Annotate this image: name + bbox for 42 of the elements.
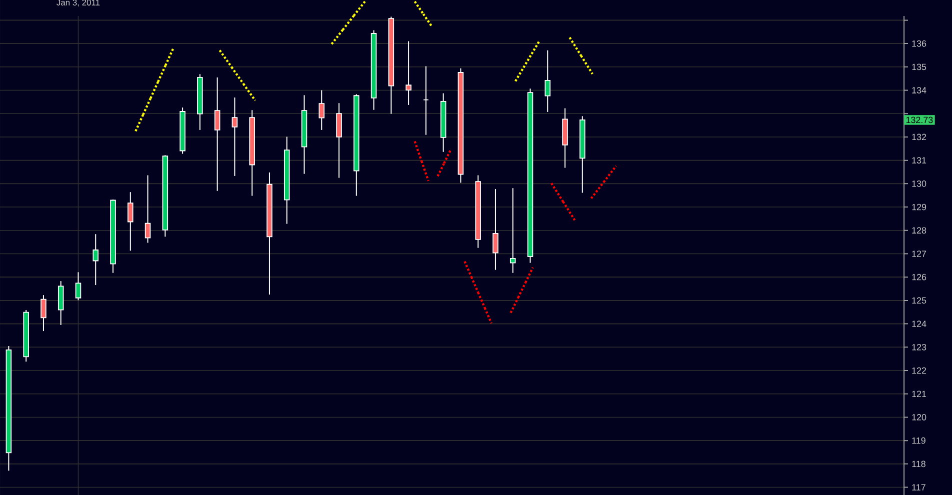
y-tick-label: 131 xyxy=(912,157,926,164)
candlestick xyxy=(128,192,134,252)
y-tick-label: 120 xyxy=(912,414,926,420)
candlestick xyxy=(318,90,325,130)
candlestick xyxy=(232,96,238,176)
candlestick xyxy=(406,40,412,106)
y-tick-label: 130 xyxy=(912,180,926,187)
candlestick xyxy=(92,234,99,286)
candlestick xyxy=(214,76,220,192)
candlestick xyxy=(562,108,568,168)
y-tick-label: 123 xyxy=(912,344,926,350)
candlestick xyxy=(370,30,377,110)
y-tick-label: 128 xyxy=(912,227,926,234)
y-tick-label: 117 xyxy=(912,484,926,490)
candlestick xyxy=(284,136,290,224)
annotation: 132.73 xyxy=(906,116,933,124)
y-tick-label: 135 xyxy=(912,64,926,70)
candlestick xyxy=(266,172,272,296)
y-tick-label: 122 xyxy=(912,367,926,374)
y-tick-label: 121 xyxy=(912,390,926,397)
y-tick-label: 125 xyxy=(912,297,926,304)
candlestick xyxy=(197,74,203,130)
candlestick xyxy=(423,66,429,136)
candlestick xyxy=(301,94,308,174)
y-tick-label: 132 xyxy=(912,134,926,140)
candlestick xyxy=(492,188,498,270)
candlestick xyxy=(40,294,46,332)
y-tick-label: 126 xyxy=(912,274,926,280)
y-tick-label: 129 xyxy=(912,204,926,210)
y-tick-label: 124 xyxy=(912,320,926,327)
y-tick-label: 134 xyxy=(912,87,926,94)
candlestick xyxy=(544,50,551,112)
candlestick xyxy=(144,174,151,244)
candlestick xyxy=(440,92,446,152)
candlestick xyxy=(336,102,342,178)
candlestick xyxy=(249,110,255,196)
candlestick xyxy=(580,116,586,194)
y-tick-label: 118 xyxy=(912,460,926,468)
y-tick-label: 119 xyxy=(912,437,926,444)
y-tick-label: 127 xyxy=(912,250,926,257)
candlestick xyxy=(510,188,516,274)
y-tick-label: 136 xyxy=(912,40,926,47)
